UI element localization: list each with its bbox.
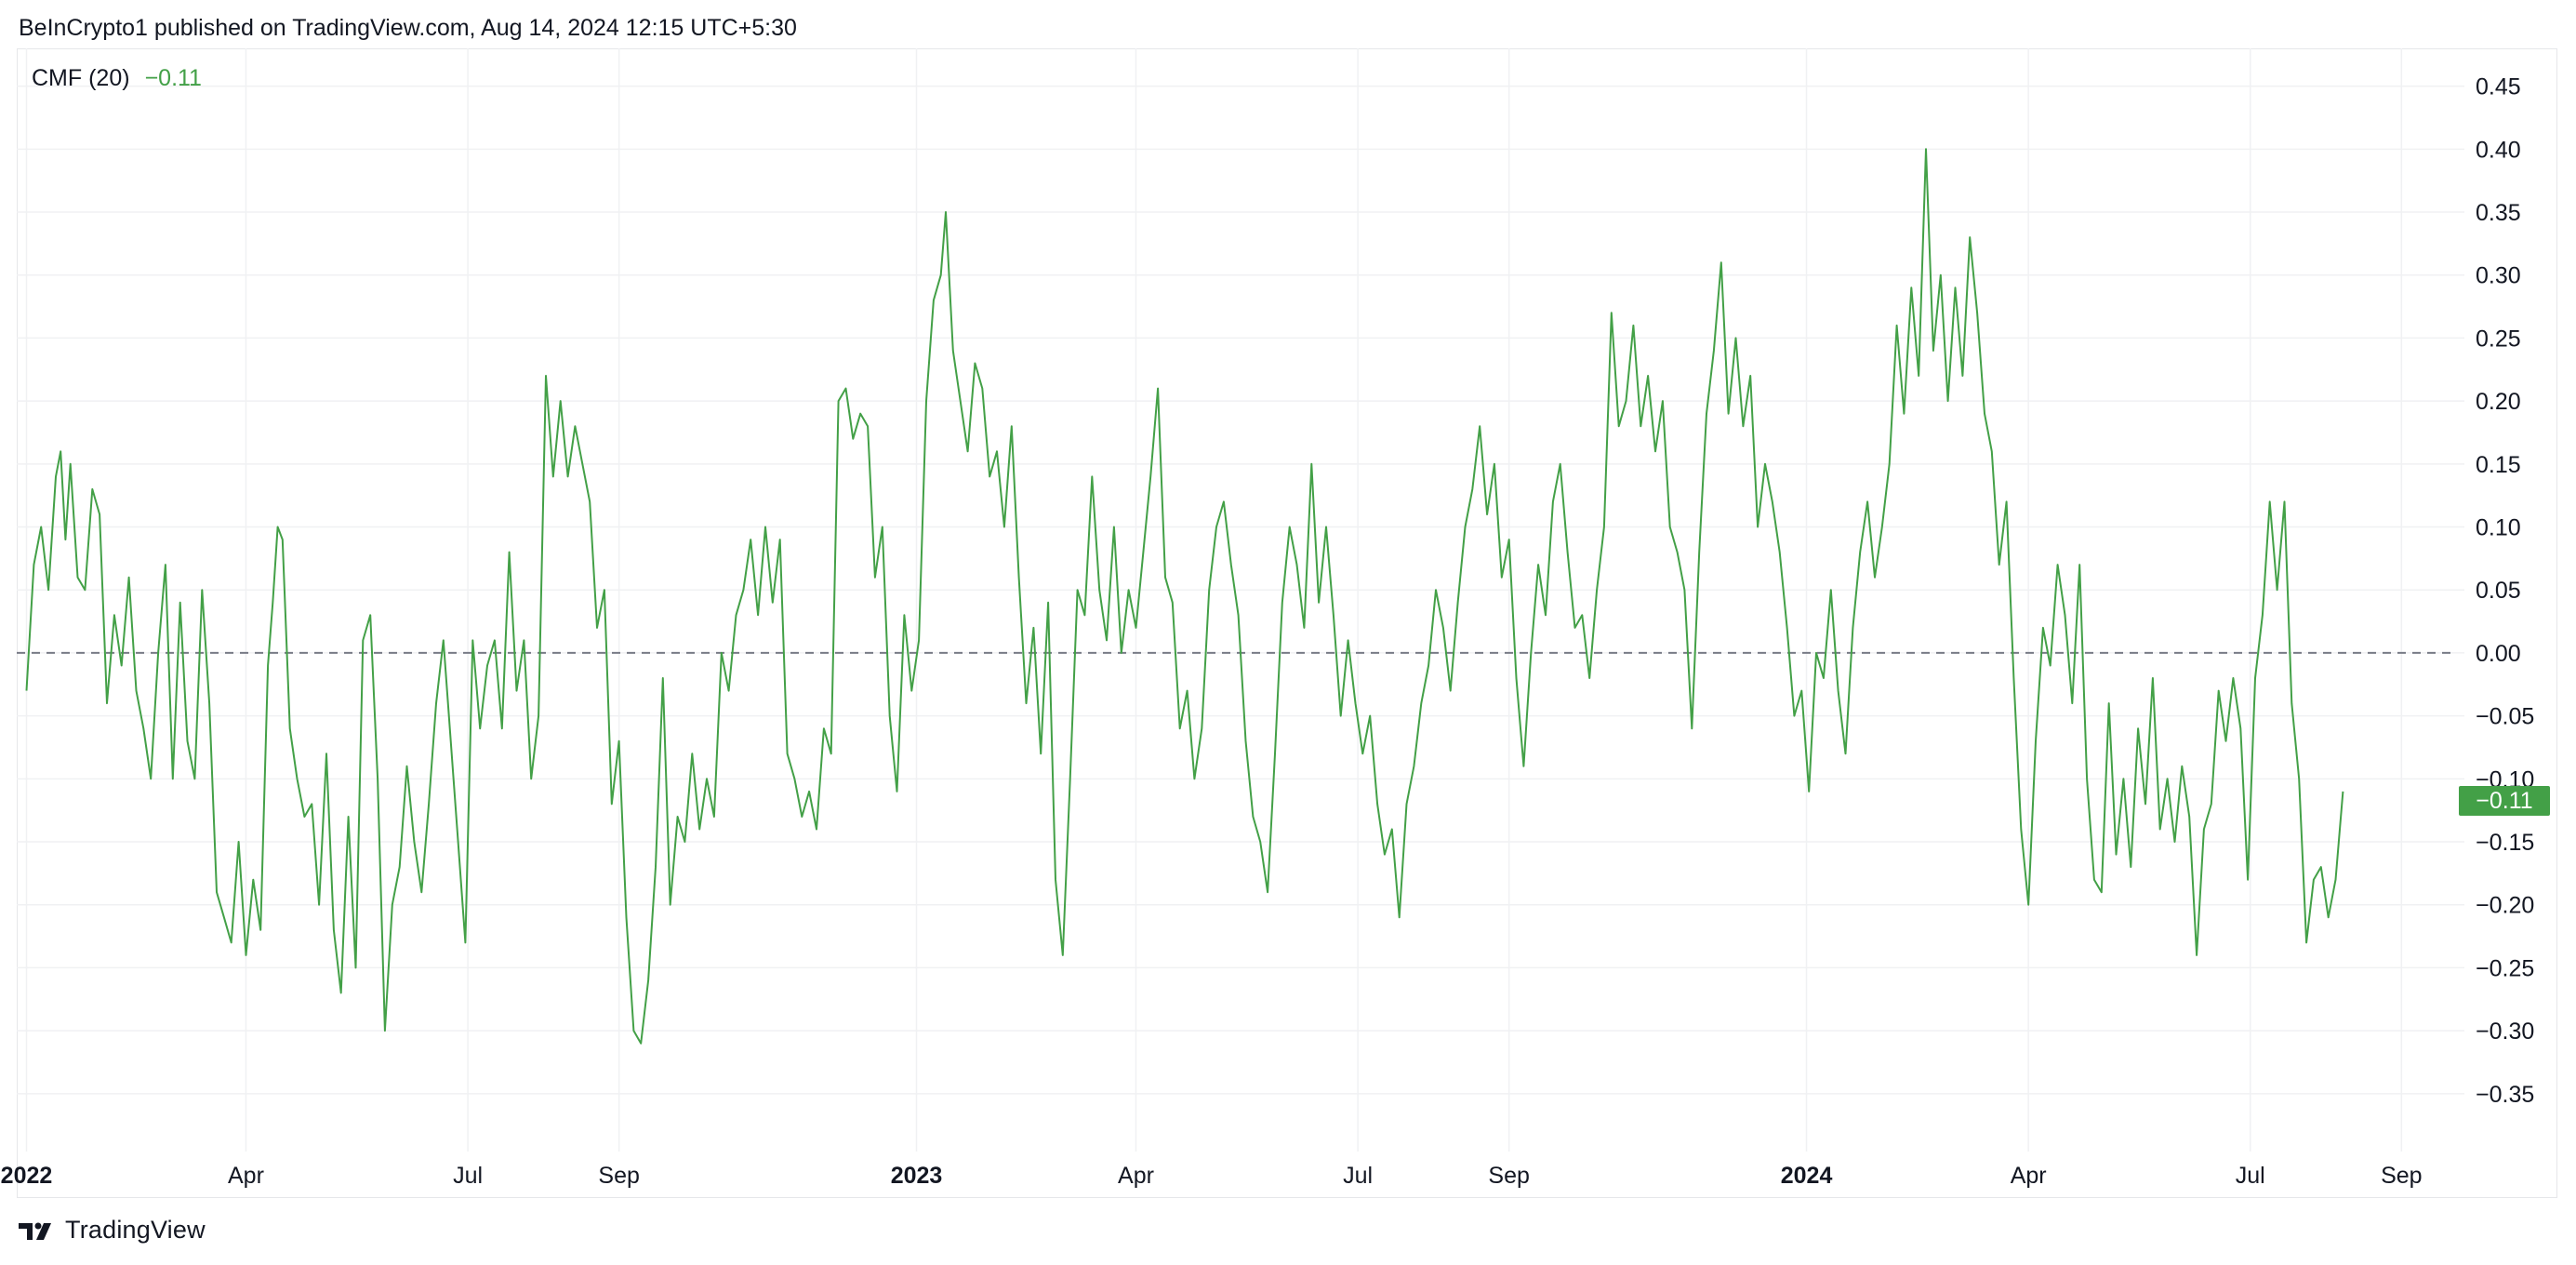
- x-tick-label: Sep: [2381, 1163, 2422, 1189]
- publish-info: BeInCrypto1 published on TradingView.com…: [19, 15, 797, 41]
- x-tick-label: Apr: [228, 1163, 264, 1189]
- y-tick-label: −0.25: [2476, 955, 2534, 981]
- x-tick-label: Apr: [1118, 1163, 1154, 1189]
- x-axis-labels: 2022 Apr Jul Sep 2023 Apr Jul Sep 2024 Apr Jul Sep: [1, 1163, 2423, 1189]
- chart-frame: [17, 48, 2557, 1198]
- indicator-name: CMF (20): [32, 65, 130, 91]
- y-tick-label: −0.30: [2476, 1019, 2534, 1045]
- y-tick-label: 0.30: [2476, 263, 2521, 289]
- x-tick-label: Jul: [1343, 1163, 1373, 1189]
- y-tick-label: 0.25: [2476, 326, 2521, 352]
- y-tick-label: 0.45: [2476, 74, 2521, 100]
- cmf-series: [25, 148, 2344, 1045]
- y-tick-label: 0.40: [2476, 137, 2521, 163]
- y-tick-label: −0.05: [2476, 704, 2534, 730]
- x-tick-label: Sep: [1488, 1163, 1529, 1189]
- footer-brand: TradingView: [65, 1216, 206, 1244]
- tradingview-logo-icon: [19, 1222, 51, 1240]
- y-tick-label: 0.35: [2476, 200, 2521, 226]
- y-tick-label: 0.20: [2476, 389, 2521, 415]
- y-tick-label: −0.20: [2476, 893, 2534, 919]
- x-tick-label: Apr: [2011, 1163, 2047, 1189]
- indicator-value: −0.11: [144, 65, 202, 91]
- y-tick-label: 0.10: [2476, 515, 2521, 541]
- y-tick-label: −0.15: [2476, 830, 2534, 856]
- y-tick-label: 0.05: [2476, 578, 2521, 604]
- x-tick-label: 2022: [1, 1163, 53, 1189]
- footer-branding[interactable]: TradingView: [19, 1216, 206, 1245]
- x-tick-label: Jul: [2236, 1163, 2265, 1189]
- x-tick-label: 2024: [1781, 1163, 1833, 1189]
- x-tick-label: 2023: [891, 1163, 943, 1189]
- indicator-legend[interactable]: CMF (20) −0.11: [32, 65, 202, 92]
- series-line: [25, 148, 2344, 1045]
- x-tick-label: Jul: [453, 1163, 483, 1189]
- y-tick-label: 0.00: [2476, 641, 2521, 667]
- x-tick-label: Sep: [598, 1163, 639, 1189]
- y-axis-labels: 0.45 0.40 0.35 0.30 0.25 0.20 0.15 0.10 0.05 0.00…: [2476, 74, 2534, 1108]
- y-tick-label: 0.15: [2476, 452, 2521, 478]
- last-value-tag: −0.11: [2459, 786, 2550, 816]
- y-tick-label: −0.35: [2476, 1082, 2534, 1108]
